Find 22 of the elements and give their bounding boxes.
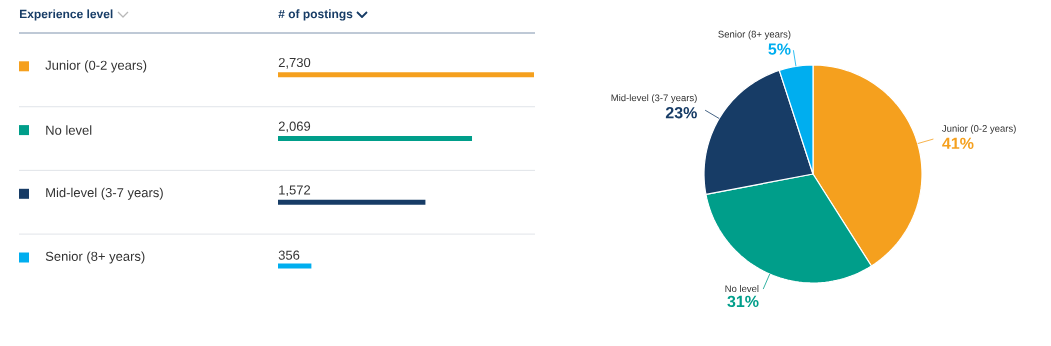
y-tick-label: No level (46, 125, 92, 135)
bar (278, 263, 312, 269)
y-tick-label: Junior (0-2 years) (45, 60, 147, 73)
bar (278, 136, 473, 142)
data-label: 1,572 (279, 185, 311, 197)
data-label: 2,069 (278, 121, 311, 133)
data-label: 356 (278, 250, 300, 260)
y-tick-label: Mid-level (3-7 years) (46, 187, 163, 200)
data-label: 2,730 (278, 57, 311, 69)
slice-label: Junior (0-2 years) (942, 124, 1016, 134)
y-tick-label: Senior (8+ years) (45, 251, 145, 264)
slice-label: Mid-level (3-7 years) (611, 94, 697, 104)
bar (278, 72, 534, 78)
y-axis-title: Experience level (20, 9, 113, 21)
data-label: 5% (768, 43, 791, 55)
bar (278, 199, 426, 205)
slice-label: No level (725, 285, 759, 293)
data-label: 31% (727, 295, 759, 308)
slice-label: Senior (8+ years) (718, 30, 791, 40)
x-axis-title: # of postings (278, 9, 353, 21)
data-label: 23% (665, 107, 697, 119)
data-label: 41% (942, 137, 974, 149)
